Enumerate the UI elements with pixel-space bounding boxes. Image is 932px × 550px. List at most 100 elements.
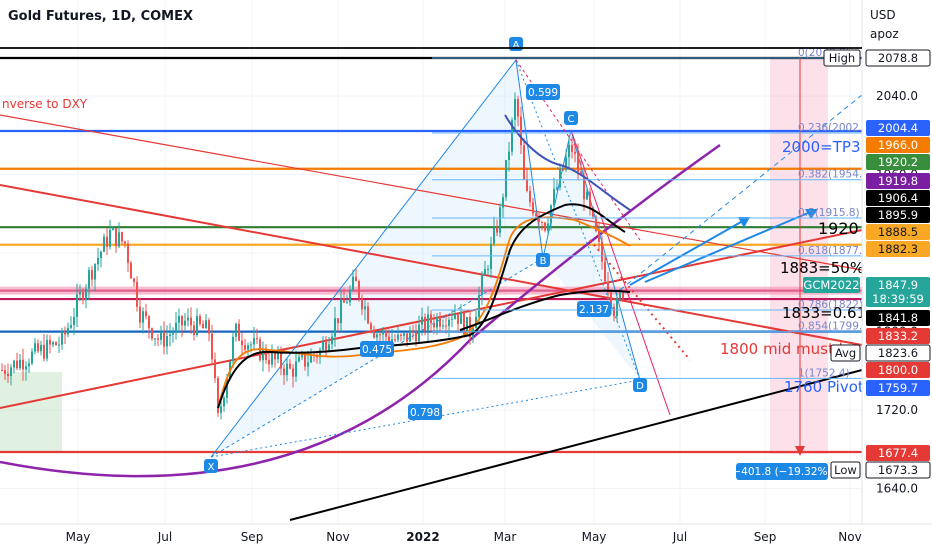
candle-body[interactable] [520, 116, 522, 146]
candle-body[interactable] [211, 333, 213, 360]
candle-body[interactable] [286, 363, 288, 376]
black-trendline[interactable] [289, 369, 863, 521]
candle-body[interactable] [37, 343, 39, 352]
candle-body[interactable] [154, 338, 156, 340]
blue-arrow-1[interactable] [629, 217, 749, 286]
price-axis-tag[interactable] [865, 461, 931, 479]
candle-body[interactable] [376, 334, 378, 338]
candle-body[interactable] [322, 341, 324, 350]
candle-body[interactable] [379, 334, 381, 336]
candle-body[interactable] [118, 232, 120, 247]
candle-body[interactable] [481, 274, 483, 295]
candle-body[interactable] [424, 317, 426, 331]
candle-body[interactable] [397, 334, 399, 340]
pattern-point-b[interactable] [536, 253, 550, 267]
candle-body[interactable] [64, 331, 66, 335]
candle-body[interactable] [115, 228, 117, 247]
candle-body[interactable] [130, 262, 132, 279]
candle-body[interactable] [364, 306, 366, 310]
candle-body[interactable] [508, 151, 510, 160]
candle-body[interactable] [136, 281, 138, 307]
candle-body[interactable] [79, 291, 81, 295]
candle-body[interactable] [511, 119, 513, 152]
candle-body[interactable] [175, 322, 177, 334]
candle-body[interactable] [121, 232, 123, 242]
candle-body[interactable] [418, 324, 420, 342]
candle-body[interactable] [127, 243, 129, 263]
pattern-ratio-box[interactable] [360, 341, 394, 357]
candle-body[interactable] [151, 328, 153, 339]
indicator-label[interactable]: nverse to DXY [2, 97, 88, 111]
candle-body[interactable] [436, 317, 438, 328]
price-axis-tag[interactable] [866, 137, 930, 153]
candle-body[interactable] [301, 354, 303, 358]
candle-body[interactable] [16, 360, 18, 369]
candle-body[interactable] [268, 360, 270, 365]
candle-body[interactable] [361, 297, 363, 310]
price-axis-tag[interactable] [865, 49, 931, 67]
candle-body[interactable] [52, 342, 54, 345]
price-axis-tag[interactable] [866, 362, 930, 378]
price-tag-name-box[interactable] [830, 344, 861, 362]
candle-body[interactable] [370, 323, 372, 330]
candle-body[interactable] [544, 222, 546, 231]
menu-label[interactable]: apoz [870, 27, 899, 41]
candle-body[interactable] [331, 336, 333, 345]
candle-body[interactable] [559, 169, 561, 188]
candle-body[interactable] [502, 197, 504, 208]
price-axis-tag[interactable] [866, 120, 930, 136]
candle-body[interactable] [262, 348, 264, 361]
candle-body[interactable] [547, 223, 549, 231]
candle-body[interactable] [589, 191, 591, 208]
candle-body[interactable] [67, 327, 69, 335]
candle-body[interactable] [535, 213, 537, 216]
candle-body[interactable] [202, 323, 204, 329]
candle-body[interactable] [316, 356, 318, 358]
candle-body[interactable] [406, 333, 408, 342]
price-axis-tag[interactable] [866, 445, 930, 461]
candle-body[interactable] [157, 338, 159, 340]
candle-body[interactable] [577, 153, 579, 172]
price-axis-tag[interactable] [866, 173, 930, 189]
candle-body[interactable] [526, 179, 528, 191]
candle-body[interactable] [22, 359, 24, 370]
candle-body[interactable] [55, 342, 57, 346]
candle-body[interactable] [70, 325, 72, 328]
candle-body[interactable] [448, 319, 450, 327]
candle-body[interactable] [619, 292, 621, 298]
candle-body[interactable] [271, 352, 273, 365]
candle-body[interactable] [304, 354, 306, 367]
candle-body[interactable] [433, 323, 435, 328]
candle-body[interactable] [244, 345, 246, 350]
candle-body[interactable] [40, 344, 42, 352]
price-axis-tag[interactable] [866, 224, 930, 240]
candle-body[interactable] [166, 335, 168, 347]
candle-body[interactable] [109, 230, 111, 247]
candle-body[interactable] [199, 315, 201, 324]
candle-body[interactable] [556, 187, 558, 190]
candle-body[interactable] [13, 360, 15, 368]
candle-body[interactable] [88, 270, 90, 289]
candle-body[interactable] [523, 145, 525, 180]
candle-body[interactable] [499, 207, 501, 233]
red-resistance-line-1[interactable] [0, 114, 863, 271]
red-resistance-line-2[interactable] [0, 184, 863, 346]
candle-body[interactable] [532, 202, 534, 214]
price-axis-tag[interactable] [866, 310, 930, 326]
candle-body[interactable] [514, 99, 516, 120]
candle-body[interactable] [592, 207, 594, 217]
candle-body[interactable] [616, 297, 618, 317]
candle-body[interactable] [34, 343, 36, 352]
currency-label[interactable]: USD [870, 8, 896, 22]
candle-body[interactable] [196, 315, 198, 336]
candle-body[interactable] [451, 318, 453, 320]
candle-body[interactable] [289, 363, 291, 369]
price-axis-tag[interactable] [866, 380, 930, 396]
candle-body[interactable] [460, 311, 462, 324]
candle-body[interactable] [181, 315, 183, 326]
candle-body[interactable] [586, 191, 588, 200]
candle-body[interactable] [349, 289, 351, 303]
candle-body[interactable] [253, 338, 255, 345]
candle-body[interactable] [442, 325, 444, 327]
candle-body[interactable] [457, 314, 459, 324]
